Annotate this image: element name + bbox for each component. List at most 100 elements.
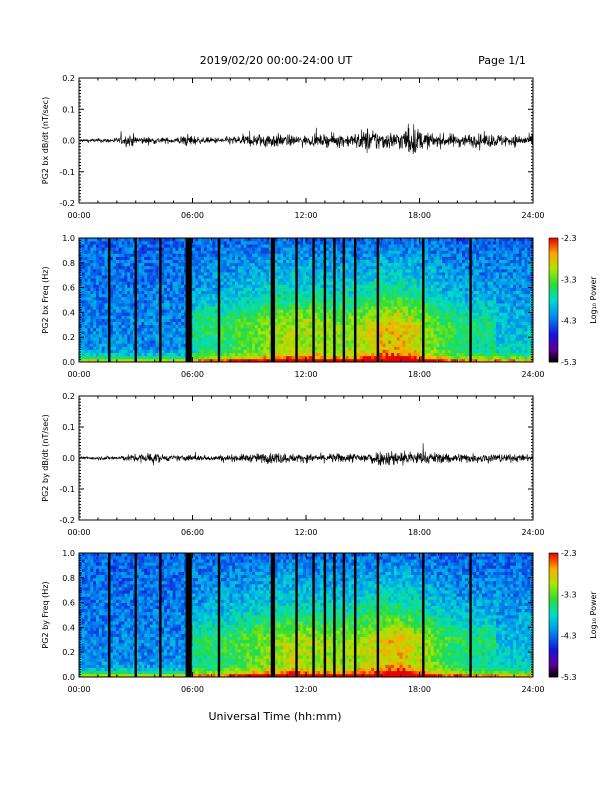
spectrogram-cell xyxy=(147,281,150,284)
spectrogram-cell xyxy=(96,328,99,331)
spectrogram-cell xyxy=(181,263,184,266)
spectrogram-cell xyxy=(411,250,414,253)
spectrogram-cell xyxy=(297,288,300,291)
spectrogram-cell xyxy=(82,247,85,250)
spectrogram-cell xyxy=(193,260,196,263)
spectrogram-cell xyxy=(90,291,93,294)
spectrogram-cell xyxy=(402,272,405,275)
spectrogram-cell xyxy=(170,331,173,334)
spectrogram-cell xyxy=(388,257,391,260)
spectrogram-cell xyxy=(99,353,102,356)
spectrogram-cell xyxy=(306,294,309,297)
spectrogram-cell xyxy=(224,260,227,263)
spectrogram-cell xyxy=(201,288,204,291)
spectrogram-cell xyxy=(329,340,332,343)
spectrogram-cell xyxy=(315,322,318,325)
spectrogram-cell xyxy=(141,247,144,250)
spectrogram-cell xyxy=(315,303,318,306)
spectrogram-cell xyxy=(105,306,108,309)
spectrogram-cell xyxy=(173,275,176,278)
spectrogram-cell xyxy=(88,272,91,275)
spectrogram-cell xyxy=(90,343,93,346)
spectrogram-cell xyxy=(150,331,153,334)
spectrogram-cell xyxy=(371,266,374,269)
spectrogram-cell xyxy=(164,254,167,257)
spectrogram-cell xyxy=(261,266,264,269)
spectrogram-cell xyxy=(320,278,323,281)
spectrogram-cell xyxy=(212,306,215,309)
spectrogram-cell xyxy=(90,244,93,247)
spectrogram-cell xyxy=(309,275,312,278)
spectrogram-cell xyxy=(278,266,281,269)
spectrogram-cell xyxy=(261,297,264,300)
spectrogram-cell xyxy=(383,350,386,353)
spectrogram-cell xyxy=(246,300,249,303)
spectrogram-cell xyxy=(417,309,420,312)
spectrogram-cell xyxy=(388,275,391,278)
spectrogram-cell xyxy=(383,250,386,253)
spectrogram-cell xyxy=(99,303,102,306)
spectrogram-cell xyxy=(337,343,340,346)
spectrogram-cell xyxy=(297,294,300,297)
spectrogram-cell xyxy=(156,337,159,340)
spectrogram-cell xyxy=(88,254,91,257)
spectrogram-cell xyxy=(255,312,258,315)
spectrogram-cell xyxy=(258,322,261,325)
spectrogram-cell xyxy=(164,334,167,337)
spectrogram-cell xyxy=(144,334,147,337)
spectrogram-cell xyxy=(244,285,247,288)
spectrogram-cell xyxy=(368,353,371,356)
spectrogram-cell xyxy=(210,272,213,275)
spectrogram-cell xyxy=(280,294,283,297)
spectrogram-cell xyxy=(122,334,125,337)
spectrogram-cell xyxy=(93,278,96,281)
spectrogram-cell xyxy=(241,285,244,288)
spectrogram-cell xyxy=(167,322,170,325)
spectrogram-cell xyxy=(224,247,227,250)
spectrogram-cell xyxy=(280,238,283,241)
spectrogram-cell xyxy=(275,328,278,331)
spectrogram-cell xyxy=(164,278,167,281)
spectrogram-cell xyxy=(346,238,349,241)
spectrogram-cell xyxy=(144,238,147,241)
spectrogram-cell xyxy=(141,328,144,331)
spectrogram-cell xyxy=(408,328,411,331)
spectrogram-cell xyxy=(402,350,405,353)
spectrogram-cell xyxy=(193,285,196,288)
spectrogram-cell xyxy=(408,260,411,263)
spectrogram-cell xyxy=(357,263,360,266)
spectrogram-cell xyxy=(119,263,122,266)
spectrogram-cell xyxy=(141,263,144,266)
spectrogram-cell xyxy=(181,297,184,300)
spectrogram-cell xyxy=(326,340,329,343)
spectrogram-cell xyxy=(85,356,88,359)
spectrogram-cell xyxy=(357,281,360,284)
spectrogram-cell xyxy=(204,347,207,350)
spectrogram-cell xyxy=(170,263,173,266)
spectrogram-cell xyxy=(346,334,349,337)
spectrogram-cell xyxy=(144,297,147,300)
spectrogram-cell xyxy=(201,266,204,269)
spectrogram-cell xyxy=(156,291,159,294)
spectrogram-cell xyxy=(414,238,417,241)
spectrogram-cell xyxy=(275,285,278,288)
spectrogram-cell xyxy=(414,275,417,278)
spectrogram-cell xyxy=(300,278,303,281)
spectrogram-cell xyxy=(150,337,153,340)
spectrogram-cell xyxy=(414,319,417,322)
spectrogram-cell xyxy=(383,244,386,247)
spectrogram-cell xyxy=(224,319,227,322)
spectrogram-cell xyxy=(411,260,414,263)
spectrogram-cell xyxy=(306,325,309,328)
spectrogram-cell xyxy=(266,254,269,257)
spectrogram-cell xyxy=(212,278,215,281)
spectrogram-cell xyxy=(408,322,411,325)
spectrogram-cell xyxy=(411,254,414,257)
spectrogram-cell xyxy=(278,257,281,260)
spectrogram-cell xyxy=(263,241,266,244)
spectrogram-cell xyxy=(346,269,349,272)
spectrogram-cell xyxy=(278,350,281,353)
spectrogram-cell xyxy=(88,247,91,250)
spectrogram-cell xyxy=(315,316,318,319)
spectrogram-cell xyxy=(201,334,204,337)
